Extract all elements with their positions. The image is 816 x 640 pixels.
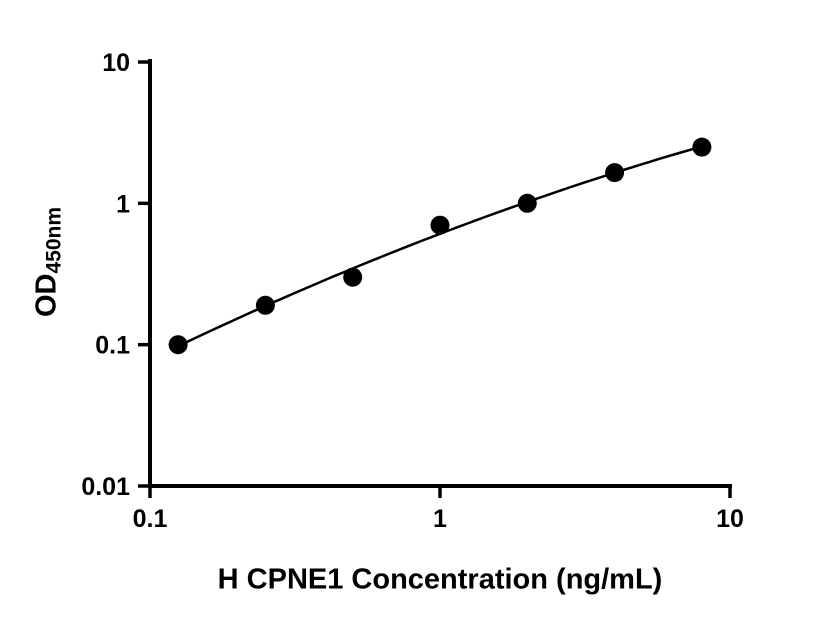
y-tick-label: 0.1: [95, 332, 130, 360]
data-point: [430, 215, 450, 235]
x-tick-label: 1: [433, 505, 447, 533]
y-tick-label: 0.01: [81, 473, 130, 501]
y-tick-label: 1: [116, 190, 130, 218]
data-point: [343, 267, 363, 287]
x-axis-title: H CPNE1 Concentration (ng/mL): [217, 563, 663, 596]
y-tick-label: 10: [102, 49, 130, 77]
y-axis-title-main: OD: [30, 273, 63, 318]
y-axis-title: OD450nm: [30, 206, 66, 318]
y-axis-title-subscript: 450nm: [42, 206, 66, 274]
standard-curve-line: [177, 145, 703, 348]
data-point: [692, 137, 712, 157]
data-point: [605, 163, 625, 183]
x-tick-label: 0.1: [133, 505, 168, 533]
data-point: [517, 193, 537, 213]
data-point: [255, 295, 275, 315]
x-tick-label: 10: [716, 505, 744, 533]
data-point: [168, 335, 188, 355]
